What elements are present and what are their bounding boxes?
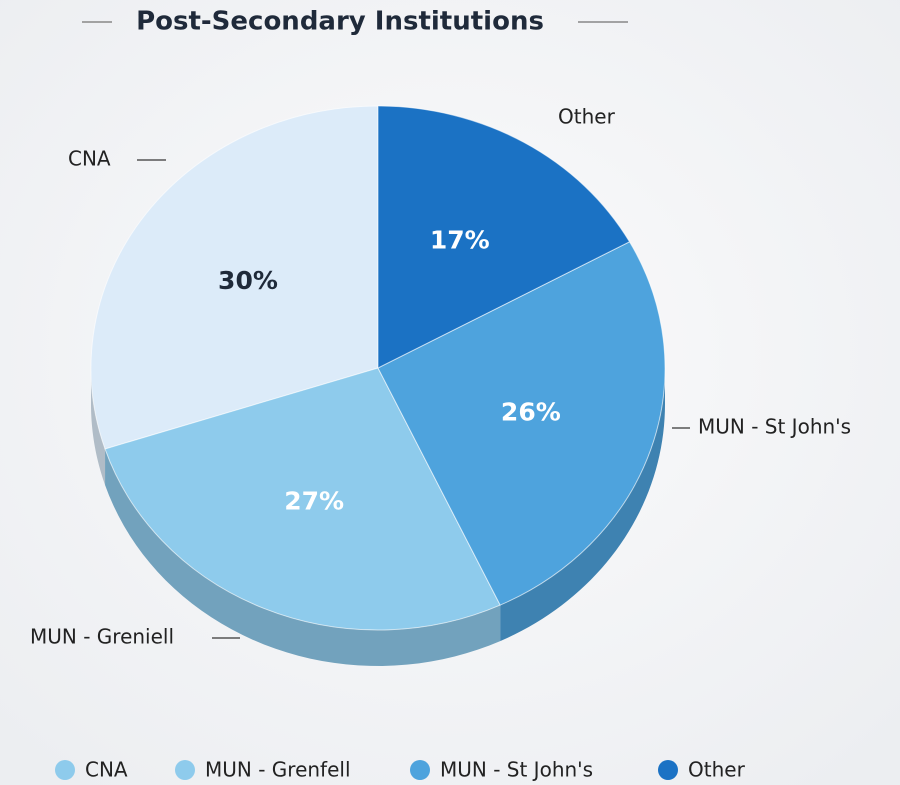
legend-marker <box>410 760 430 780</box>
legend-marker <box>175 760 195 780</box>
slice <box>377 241 666 606</box>
slice-label: Other <box>558 105 616 129</box>
legend-marker <box>55 760 75 780</box>
legend-label: MUN - Grenfell <box>205 758 351 782</box>
slice-label: CNA <box>68 147 111 171</box>
chart-title: Post-Secondary Institutions <box>136 7 544 37</box>
slice-side <box>500 368 665 642</box>
slice-label: MUN - Greniell <box>30 625 174 649</box>
legend-marker <box>658 760 678 780</box>
legend: CNA MUN - Grenfell MUN - St John's Other <box>55 758 746 782</box>
slice <box>90 105 379 450</box>
value-label: 17% <box>430 226 490 255</box>
slice <box>104 367 501 631</box>
value-label: 30% <box>218 266 278 295</box>
value-label: 27% <box>284 487 344 516</box>
legend-label: Other <box>688 758 746 782</box>
value-label: 26% <box>501 397 561 426</box>
slice-label: MUN - St John's <box>698 415 851 439</box>
slice-side <box>105 448 501 666</box>
legend-label: CNA <box>85 758 128 782</box>
slice <box>377 105 631 369</box>
pie: 30% 27% 26% 17% <box>90 105 666 666</box>
legend-label: MUN - St John's <box>440 758 593 782</box>
